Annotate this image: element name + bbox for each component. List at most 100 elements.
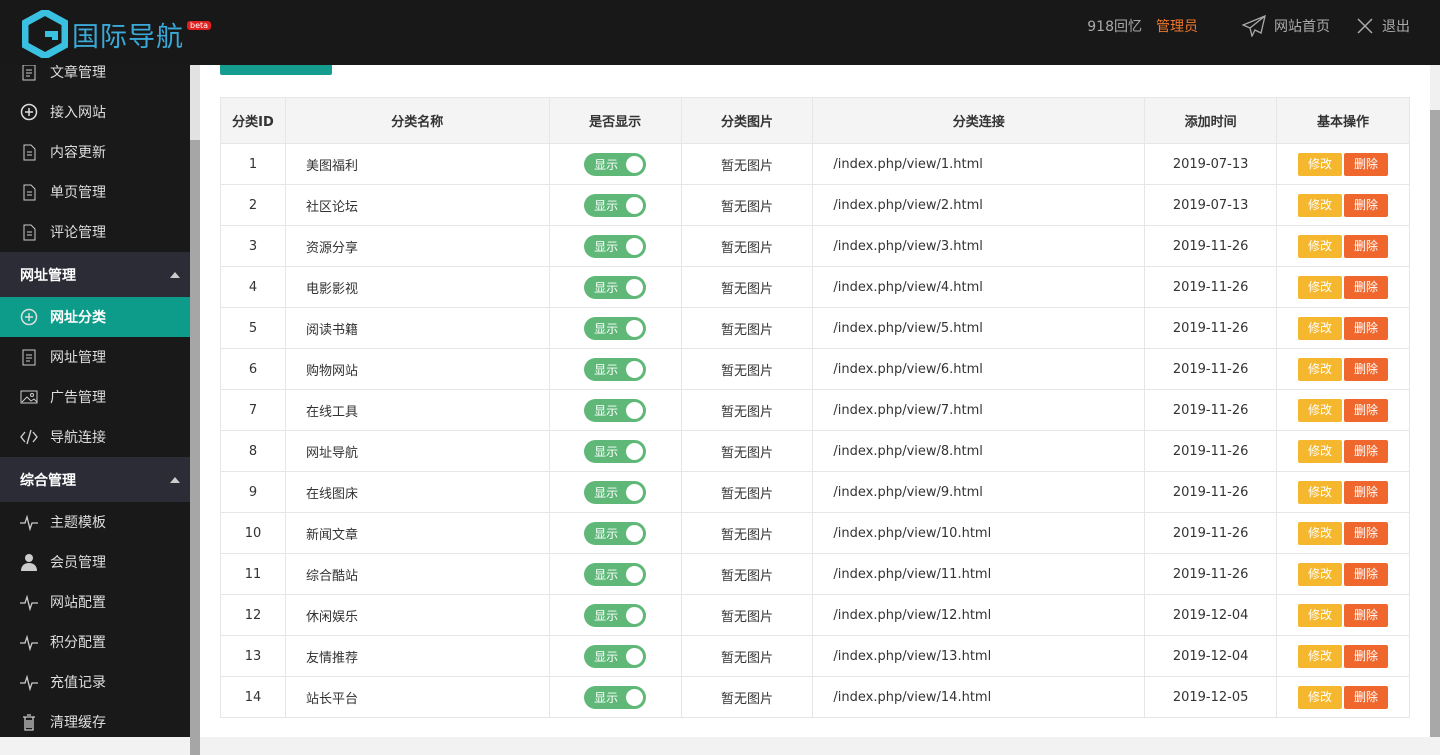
display-toggle[interactable]: 显示 [584,152,647,176]
category-link: /index.php/view/9.html [812,471,1146,513]
display-toggle[interactable]: 显示 [584,562,647,586]
caret-up-icon [170,271,180,278]
pulse-icon [20,634,38,651]
paper-plane-icon [1242,15,1266,37]
sidebar-item-清理缓存[interactable]: 清理缓存 [0,702,190,742]
toggle-label: 显示 [594,403,619,418]
display-toggle[interactable]: 显示 [584,685,647,709]
sidebar-item-内容更新[interactable]: 内容更新 [0,132,190,172]
edit-button[interactable]: 修改 [1298,275,1343,299]
delete-button[interactable]: 删除 [1344,603,1389,627]
delete-button[interactable]: 删除 [1344,398,1389,422]
sidebar-group-url[interactable]: 网址管理 [0,252,190,297]
table-row: 14 站长平台 显示 暂无图片 /index.php/view/14.html … [220,676,1410,718]
actions-cell: 修改 删除 [1276,635,1410,677]
sidebar-item-主题模板[interactable]: 主题模板 [0,502,190,542]
sidebar-item-评论管理[interactable]: 评论管理 [0,212,190,252]
delete-button[interactable]: 删除 [1344,193,1389,217]
delete-button[interactable]: 删除 [1344,685,1389,709]
column-header: 分类连接 [812,97,1146,144]
display-toggle[interactable]: 显示 [584,193,647,217]
site-home-link[interactable]: 网站首页 [1242,15,1330,37]
edit-button[interactable]: 修改 [1298,316,1343,340]
display-cell: 显示 [548,430,682,472]
table-row: 2 社区论坛 显示 暂无图片 /index.php/view/2.html 20… [220,184,1410,226]
actions-cell: 修改 删除 [1276,512,1410,554]
sidebar-item-文章管理[interactable]: 文章管理 [0,52,190,92]
display-toggle[interactable]: 显示 [584,521,647,545]
toggle-label: 显示 [594,608,619,623]
display-toggle[interactable]: 显示 [584,398,647,422]
delete-button[interactable]: 删除 [1344,357,1389,381]
delete-button[interactable]: 删除 [1344,644,1389,668]
edit-button[interactable]: 修改 [1298,357,1343,381]
sidebar-item-充值记录[interactable]: 充值记录 [0,662,190,702]
display-cell: 显示 [548,266,682,308]
actions-cell: 修改 删除 [1276,553,1410,595]
toggle-knob [626,237,644,255]
category-name: 站长平台 [284,676,550,718]
category-name: 阅读书籍 [284,307,550,349]
display-toggle[interactable]: 显示 [584,480,647,504]
delete-button[interactable]: 删除 [1344,480,1389,504]
sidebar-item-广告管理[interactable]: 广告管理 [0,377,190,417]
display-toggle[interactable]: 显示 [584,316,647,340]
edit-button[interactable]: 修改 [1298,521,1343,545]
display-toggle[interactable]: 显示 [584,357,647,381]
edit-button[interactable]: 修改 [1298,398,1343,422]
display-cell: 显示 [548,553,682,595]
display-toggle[interactable]: 显示 [584,275,647,299]
delete-button[interactable]: 删除 [1344,234,1389,258]
edit-button[interactable]: 修改 [1298,685,1343,709]
user-icon [21,554,37,571]
sidebar-item-label: 接入网站 [50,105,106,121]
category-link: /index.php/view/12.html [812,594,1146,636]
sidebar-item-单页管理[interactable]: 单页管理 [0,172,190,212]
edit-button[interactable]: 修改 [1298,152,1343,176]
sidebar-item-label: 主题模板 [50,515,106,531]
group-label: 网址管理 [20,267,76,284]
category-link: /index.php/view/10.html [812,512,1146,554]
display-cell: 显示 [548,184,682,226]
edit-button[interactable]: 修改 [1298,439,1343,463]
edit-button[interactable]: 修改 [1298,562,1343,586]
delete-button[interactable]: 删除 [1344,521,1389,545]
sidebar-item-导航连接[interactable]: 导航连接 [0,417,190,457]
display-toggle[interactable]: 显示 [584,439,647,463]
add-category-button[interactable] [220,65,332,75]
toggle-label: 显示 [594,157,619,172]
delete-button[interactable]: 删除 [1344,316,1389,340]
page-scrollbar[interactable] [1430,65,1440,737]
display-toggle[interactable]: 显示 [584,603,647,627]
logo[interactable]: 国际导航 beta [22,10,212,58]
delete-button[interactable]: 删除 [1344,439,1389,463]
delete-button[interactable]: 删除 [1344,562,1389,586]
sidebar-scrollbar[interactable] [190,65,200,755]
delete-button[interactable]: 删除 [1344,152,1389,176]
added-date: 2019-12-04 [1144,594,1278,636]
category-name: 购物网站 [284,348,550,390]
display-toggle[interactable]: 显示 [584,644,647,668]
sidebar-item-积分配置[interactable]: 积分配置 [0,622,190,662]
actions-cell: 修改 删除 [1276,348,1410,390]
sidebar-item-网址管理[interactable]: 网址管理 [0,337,190,377]
sidebar-item-网址分类[interactable]: 网址分类 [0,297,190,337]
sidebar-item-会员管理[interactable]: 会员管理 [0,542,190,582]
delete-button[interactable]: 删除 [1344,275,1389,299]
username[interactable]: 918回忆 [1087,19,1142,35]
added-date: 2019-11-26 [1144,512,1278,554]
table-row: 1 美图福利 显示 暂无图片 /index.php/view/1.html 20… [220,143,1410,185]
edit-button[interactable]: 修改 [1298,480,1343,504]
beta-badge: beta [187,20,212,30]
sidebar-item-接入网站[interactable]: 接入网站 [0,92,190,132]
display-toggle[interactable]: 显示 [584,234,647,258]
sidebar-group-general[interactable]: 综合管理 [0,457,190,502]
edit-button[interactable]: 修改 [1298,603,1343,627]
logout-link[interactable]: 退出 [1356,16,1410,36]
edit-button[interactable]: 修改 [1298,234,1343,258]
toggle-knob [626,606,644,624]
edit-button[interactable]: 修改 [1298,193,1343,217]
display-cell: 显示 [548,389,682,431]
edit-button[interactable]: 修改 [1298,644,1343,668]
sidebar-item-网站配置[interactable]: 网站配置 [0,582,190,622]
